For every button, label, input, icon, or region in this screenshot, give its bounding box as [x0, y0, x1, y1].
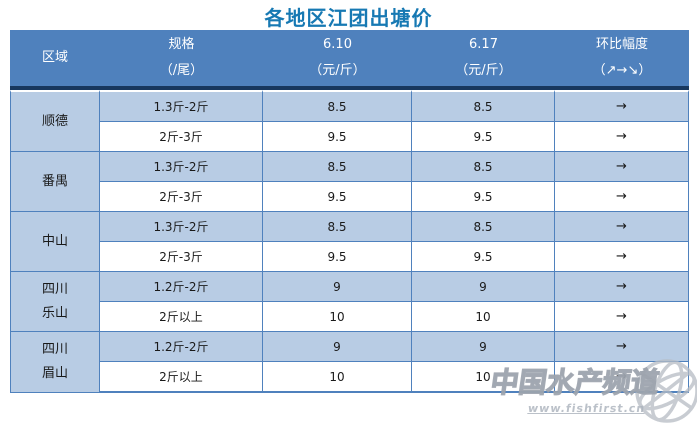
trend-cell: → — [555, 90, 689, 122]
price-610-cell: 8.5 — [263, 90, 412, 122]
spec-cell: 2斤-3斤 — [100, 242, 263, 272]
price-617-cell: 10 — [412, 302, 555, 332]
price-617-cell: 9 — [412, 272, 555, 302]
header-region-label: 区域 — [41, 50, 68, 65]
price-610-cell: 8.5 — [263, 152, 412, 182]
region-group-panyu: 番禺 1.3斤-2斤 8.5 8.5 → 2斤-3斤 9.5 9.5 → — [10, 152, 689, 212]
spec-cell: 1.2斤-2斤 — [100, 272, 263, 302]
table-row: 2斤以上 10 10 → — [10, 302, 689, 332]
trend-cell: → — [555, 212, 689, 242]
table-row: 中山 1.3斤-2斤 8.5 8.5 → — [10, 212, 689, 272]
table-row: 2斤-3斤 9.5 9.5 → — [10, 182, 689, 212]
table-row: 番禺 1.3斤-2斤 8.5 8.5 → — [10, 152, 689, 212]
table-row: 四川 乐山 1.2斤-2斤 9 9 → — [10, 272, 689, 332]
trend-cell: → — [555, 332, 689, 362]
price-617-cell: 9 — [412, 332, 555, 362]
price-610-cell: 10 — [263, 302, 412, 332]
price-610-cell: 8.5 — [263, 212, 412, 242]
region-cell-panyu: 番禺 — [10, 152, 100, 212]
price-610-cell: 9 — [263, 272, 412, 302]
region-cell-shunde: 顺德 — [10, 90, 100, 152]
region-cell-sichuan-meishan: 四川 眉山 — [10, 332, 100, 393]
price-610-cell: 9.5 — [263, 122, 412, 152]
spec-cell: 2斤以上 — [100, 362, 263, 393]
price-610-cell: 9 — [263, 332, 412, 362]
header-spec: 规格 （/尾） — [100, 30, 263, 90]
price-610-cell: 9.5 — [263, 182, 412, 212]
spec-cell: 1.3斤-2斤 — [100, 90, 263, 122]
spec-cell: 1.3斤-2斤 — [100, 212, 263, 242]
header-date-610: 6.10 （元/斤） — [263, 30, 412, 90]
price-617-cell: 8.5 — [412, 212, 555, 242]
price-617-cell: 10 — [412, 362, 555, 393]
trend-cell: → — [555, 152, 689, 182]
trend-cell: → — [555, 242, 689, 272]
trend-cell: → — [555, 272, 689, 302]
spec-cell: 1.2斤-2斤 — [100, 332, 263, 362]
region-cell-sichuan-leshan: 四川 乐山 — [10, 272, 100, 332]
trend-cell: → — [555, 362, 689, 393]
table-header: 区域 规格 （/尾） 6.10 （元/斤） 6.17 （元/斤） 环比幅度 （↗… — [10, 30, 689, 90]
table-row: 顺德 1.3斤-2斤 8.5 8.5 → — [10, 90, 689, 152]
table-row: 2斤-3斤 9.5 9.5 → — [10, 242, 689, 272]
price-610-cell: 9.5 — [263, 242, 412, 272]
price-617-cell: 8.5 — [412, 90, 555, 122]
region-cell-zhongshan: 中山 — [10, 212, 100, 272]
header-change: 环比幅度 （↗→↘） — [555, 30, 689, 90]
region-group-zhongshan: 中山 1.3斤-2斤 8.5 8.5 → 2斤-3斤 9.5 9.5 → — [10, 212, 689, 272]
price-617-cell: 9.5 — [412, 122, 555, 152]
spec-cell: 1.3斤-2斤 — [100, 152, 263, 182]
table-row: 2斤以上 10 10 → — [10, 362, 689, 393]
watermark-url: www.fishfirst.cn — [526, 402, 646, 415]
price-617-cell: 9.5 — [412, 242, 555, 272]
table-row: 四川 眉山 1.2斤-2斤 9 9 → — [10, 332, 689, 393]
trend-cell: → — [555, 182, 689, 212]
price-610-cell: 10 — [263, 362, 412, 393]
trend-arrows-legend: （↗→↘） — [592, 63, 652, 78]
spec-cell: 2斤-3斤 — [100, 122, 263, 152]
price-617-cell: 8.5 — [412, 152, 555, 182]
region-group-sichuan-leshan: 四川 乐山 1.2斤-2斤 9 9 → 2斤以上 10 10 → — [10, 272, 689, 332]
table-row: 2斤-3斤 9.5 9.5 → — [10, 122, 689, 152]
price-617-cell: 9.5 — [412, 182, 555, 212]
header-date-617: 6.17 （元/斤） — [412, 30, 555, 90]
page-title: 各地区江团出塘价 — [264, 6, 433, 30]
trend-cell: → — [555, 302, 689, 332]
price-table: 区域 规格 （/尾） 6.10 （元/斤） 6.17 （元/斤） 环比幅度 （↗… — [10, 30, 689, 393]
region-group-shunde: 顺德 1.3斤-2斤 8.5 8.5 → 2斤-3斤 9.5 9.5 → — [10, 90, 689, 152]
header-region: 区域 — [10, 30, 100, 90]
spec-cell: 2斤-3斤 — [100, 182, 263, 212]
trend-cell: → — [555, 122, 689, 152]
spec-cell: 2斤以上 — [100, 302, 263, 332]
region-group-sichuan-meishan: 四川 眉山 1.2斤-2斤 9 9 → 2斤以上 10 10 → — [10, 332, 689, 393]
